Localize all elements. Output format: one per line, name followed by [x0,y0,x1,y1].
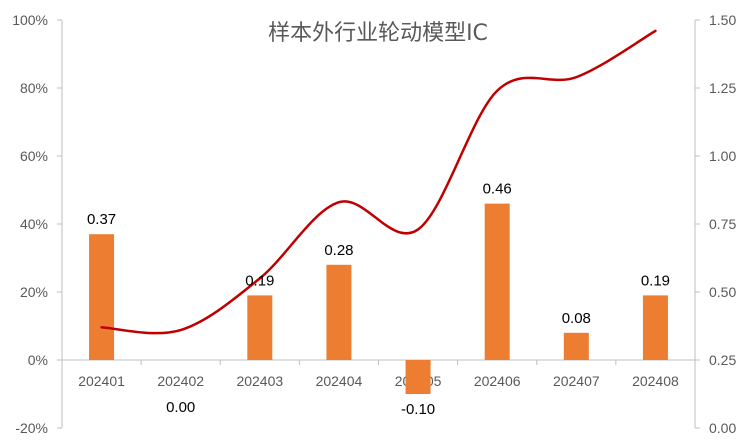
x-tick-label: 202403 [236,373,283,389]
y-right-tick-label: 0.75 [709,216,736,232]
bar-202408 [642,295,668,360]
y-left-tick-label: 100% [12,12,48,28]
chart-title: 样本外行业轮动模型IC [268,21,488,46]
data-label-202404: 0.28 [324,242,353,259]
data-label-202406: 0.46 [483,181,512,198]
x-tick-label: 202407 [553,373,600,389]
x-tick-label: 202406 [474,373,521,389]
x-tick-label: 202404 [316,373,363,389]
line-series [100,29,657,335]
data-label-202408: 0.19 [641,272,670,289]
y-left-tick-label: 0% [28,352,48,368]
y-left-tick-label: 20% [20,284,48,300]
y-right-tick-label: 1.25 [709,80,736,96]
x-tick-label: 202401 [78,373,125,389]
x-tick-label: 202402 [157,373,204,389]
bar-202403 [247,295,273,360]
bar-202407 [563,332,589,360]
x-tick-label: 202408 [632,373,679,389]
y-right-tick-label: 0.00 [709,420,736,436]
data-label-202401: 0.37 [87,211,116,228]
y-right-tick-label: 0.50 [709,284,736,300]
bar-series [89,203,668,394]
data-label-202407: 0.08 [562,310,591,327]
y-right-tick-label: 1.00 [709,148,736,164]
data-label-202403: 0.19 [245,272,274,289]
data-labels: 0.37 0.00 0.19 0.28 -0.10 0.46 0.08 0.19 [87,181,670,418]
ic-cumulative-line [100,29,657,335]
bar-202406 [484,203,510,360]
data-label-202405: -0.10 [401,401,435,418]
bar-202401 [89,234,115,360]
y-left-tick-label: 80% [20,80,48,96]
axes: -20% 0% 20% 40% 60% 80% 100% 0.00 0.25 0.50 0.75 1.… [12,12,736,436]
y-left-tick-label: -20% [15,420,48,436]
y-right-tick-label: 1.50 [709,12,736,28]
bar-202404 [326,264,352,360]
y-right-tick-label: 0.25 [709,352,736,368]
y-left-tick-label: 40% [20,216,48,232]
y-left-tick-label: 60% [20,148,48,164]
bar-202405 [405,360,431,394]
data-label-202402: 0.00 [166,399,195,416]
